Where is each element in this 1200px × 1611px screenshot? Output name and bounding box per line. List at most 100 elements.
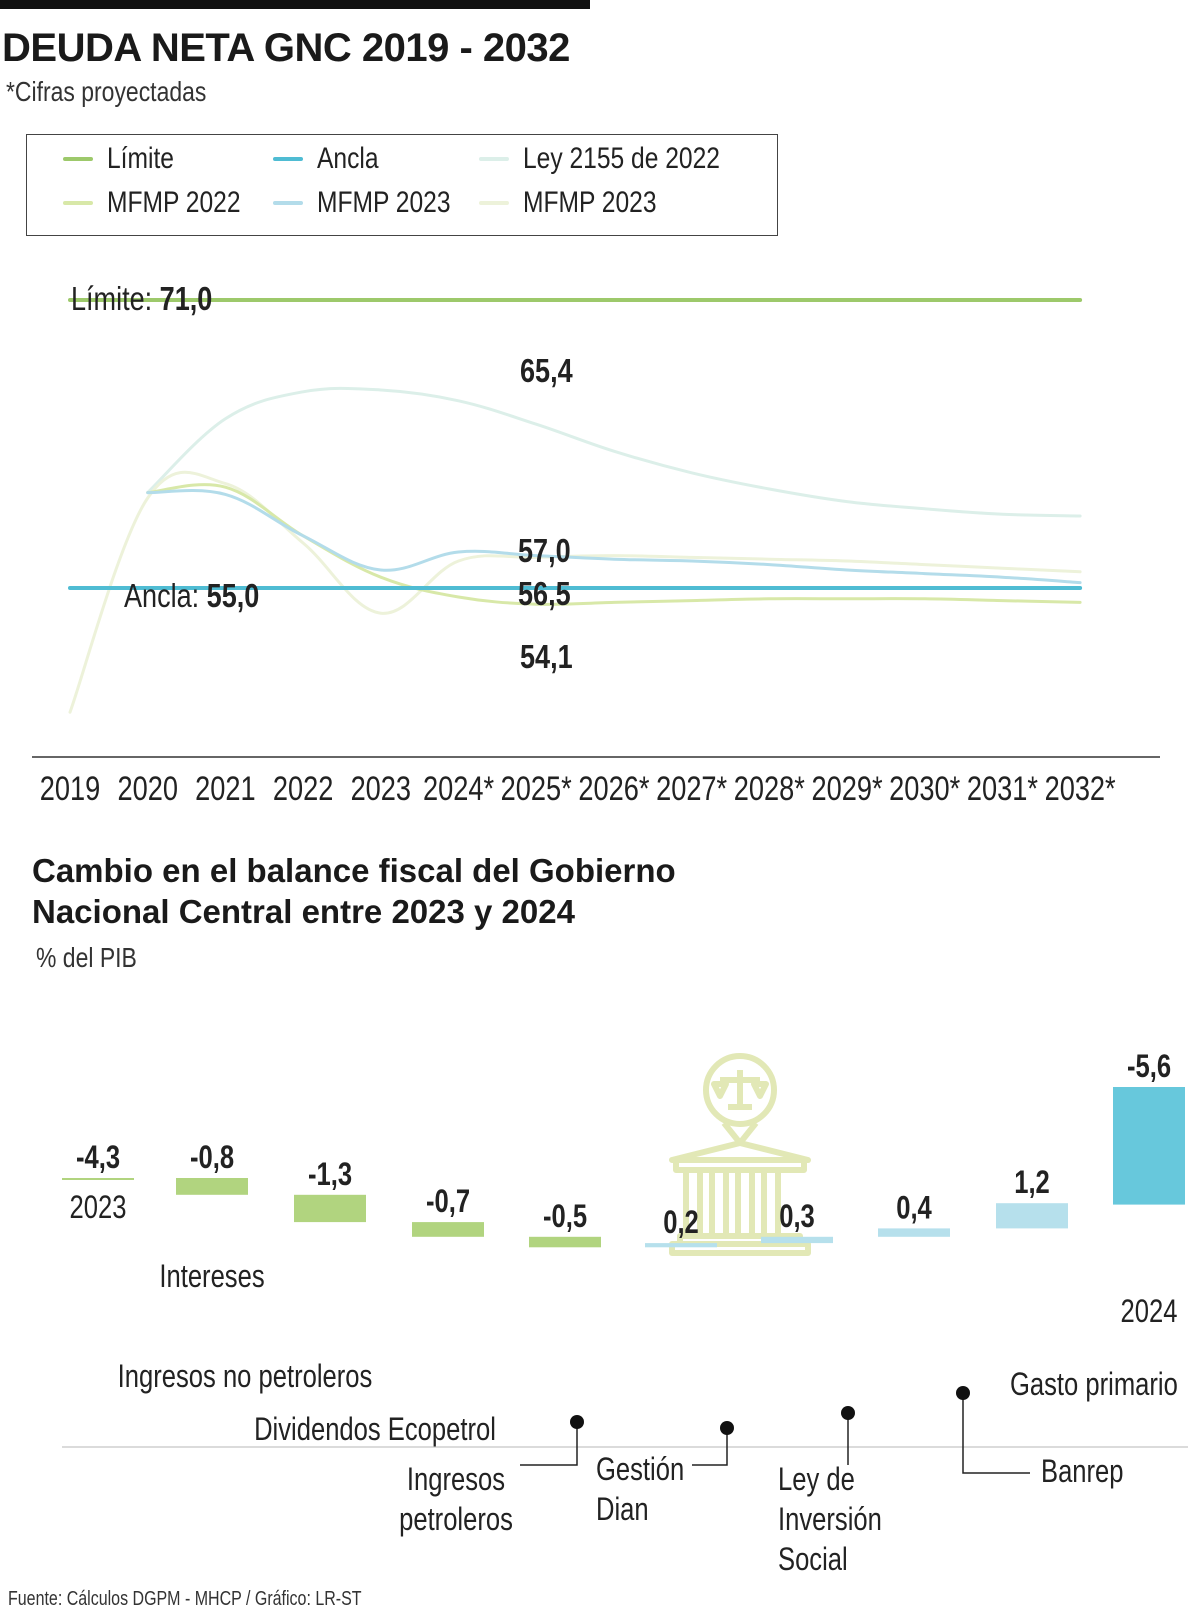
- leader-dot: [841, 1406, 855, 1420]
- annotation-value: 65,4: [520, 354, 573, 390]
- chart2-title: Cambio en el balance fiscal del Gobierno…: [32, 850, 792, 932]
- x-tick-label: 2031*: [967, 769, 1038, 808]
- chart2-title-line2: Nacional Central entre 2023 y 2024: [32, 893, 575, 930]
- x-tick-label: 2030*: [889, 769, 960, 808]
- legend-swatch: [63, 157, 93, 161]
- waterfall-bar: [761, 1236, 833, 1244]
- waterfall-bar: [878, 1228, 950, 1237]
- legend-swatch: [273, 201, 303, 205]
- waterfall-bar: [176, 1178, 248, 1195]
- legend-item-ley-2155: Ley 2155 de 2022: [479, 139, 763, 179]
- annotation-label: 65,4: [520, 354, 573, 390]
- legend-item-limite: Límite: [63, 139, 189, 179]
- leader-dot: [720, 1421, 734, 1435]
- legend-label: Límite: [107, 142, 174, 175]
- x-tick-label: 2020: [117, 769, 177, 808]
- annotation-value: 71,0: [160, 282, 213, 318]
- x-tick-label: 2023: [351, 769, 411, 808]
- category-label: Ingresos no petroleros: [118, 1359, 373, 1394]
- category-label: Ley de: [778, 1462, 855, 1497]
- leader-line: [692, 1428, 728, 1466]
- bar-value-label: -0,7: [426, 1184, 470, 1219]
- annotation-label: 56,5: [518, 577, 571, 613]
- bar-value-label: 0,4: [896, 1191, 932, 1226]
- category-label: 2023: [70, 1190, 127, 1225]
- category-label: Dividendos Ecopetrol: [254, 1412, 496, 1447]
- leader-dot: [956, 1386, 970, 1400]
- chart-legend: Límite Ancla Ley 2155 de 2022 MFMP 2022 …: [26, 134, 778, 236]
- leader-line: [962, 1393, 1030, 1474]
- legend-label: MFMP 2023: [523, 186, 657, 219]
- waterfall-bar: [412, 1222, 484, 1237]
- x-tick-label: 2019: [40, 769, 100, 808]
- annotation-label: 57,0: [518, 534, 571, 570]
- leader-line: [520, 1422, 578, 1466]
- legend-item-mfmp-2022: MFMP 2022: [63, 183, 270, 223]
- waterfall-bar: [529, 1236, 601, 1248]
- annotation-value: 55,0: [207, 579, 260, 615]
- bar-value-label: 1,2: [1014, 1166, 1050, 1201]
- series-line-4: [146, 489, 1082, 585]
- waterfall-bar: [294, 1194, 366, 1223]
- annotation-value: 56,5: [518, 577, 571, 613]
- x-tick-label: 2022: [273, 769, 333, 808]
- annotation-label: 54,1: [520, 640, 573, 676]
- annotation-prefix: Ancla:: [124, 579, 207, 615]
- chart-subtitle: *Cifras proyectadas: [6, 76, 207, 107]
- category-label: Intereses: [159, 1259, 264, 1294]
- x-tick-label: 2028*: [734, 769, 805, 808]
- x-tick-label: 2025*: [501, 769, 572, 808]
- x-tick-label: 2027*: [656, 769, 727, 808]
- series-line-2: [146, 386, 1082, 518]
- legend-swatch: [479, 201, 509, 205]
- waterfall-bar: [996, 1203, 1068, 1229]
- series-line-5: [68, 470, 1082, 714]
- category-label: petroleros: [399, 1502, 513, 1537]
- category-label: Gestión: [596, 1452, 684, 1487]
- waterfall-bar: [62, 1178, 134, 1180]
- x-tick-label: 2032*: [1045, 769, 1116, 808]
- chart2-title-line1: Cambio en el balance fiscal del Gobierno: [32, 852, 676, 889]
- bar-value-label: -4,3: [76, 1140, 120, 1175]
- top-accent-bar: [0, 0, 590, 9]
- annotation-label: Límite: 71,0: [71, 282, 212, 318]
- annotation-prefix: Límite:: [71, 282, 160, 318]
- legend-label: Ancla: [317, 142, 379, 175]
- category-label: 2024: [1121, 1294, 1178, 1329]
- x-tick-label: 2029*: [811, 769, 882, 808]
- annotation-value: 54,1: [520, 640, 573, 676]
- source-note: Fuente: Cálculos DGPM - MHCP / Gráfico: …: [8, 1588, 362, 1610]
- annotation-label: Ancla: 55,0: [124, 579, 259, 615]
- legend-item-ancla: Ancla: [273, 139, 392, 179]
- chart2-unit: % del PIB: [36, 942, 137, 973]
- category-label: Social: [778, 1542, 848, 1577]
- government-building-icon: [669, 1053, 811, 1256]
- x-tick-label: 2021: [195, 769, 255, 808]
- legend-item-mfmp-2023-a: MFMP 2023: [273, 183, 480, 223]
- x-tick-label: 2026*: [578, 769, 649, 808]
- annotation-value: 57,0: [518, 534, 571, 570]
- bar-value-label: 0,3: [779, 1199, 815, 1234]
- legend-label: Ley 2155 de 2022: [523, 142, 720, 175]
- legend-label: MFMP 2023: [317, 186, 451, 219]
- category-label: Gasto primario: [1010, 1367, 1178, 1402]
- category-label: Ingresos: [407, 1462, 505, 1497]
- category-label: Dian: [596, 1492, 649, 1527]
- fiscal-waterfall-chart: -4,3 -0,8 -1,3 -0,7 -0,5 0,2 0,3 0,4 1,2 -5,6 2023…: [62, 1049, 1188, 1578]
- bar-value-label: 0,2: [663, 1205, 699, 1240]
- bar-value-label: -0,8: [190, 1140, 234, 1175]
- category-label: Inversión: [778, 1502, 882, 1537]
- legend-swatch: [63, 201, 93, 205]
- legend-label: MFMP 2022: [107, 186, 241, 219]
- chart-title: DEUDA NETA GNC 2019 - 2032: [2, 26, 570, 70]
- leader-dot: [570, 1415, 584, 1429]
- waterfall-bar: [645, 1243, 717, 1248]
- x-tick-label: 2024*: [423, 769, 494, 808]
- category-label: Banrep: [1041, 1454, 1124, 1489]
- legend-swatch: [479, 157, 509, 161]
- legend-item-mfmp-2023-b: MFMP 2023: [479, 183, 686, 223]
- waterfall-bar: [1113, 1087, 1185, 1205]
- bar-value-label: -1,3: [308, 1157, 352, 1192]
- legend-swatch: [273, 157, 303, 161]
- bar-value-label: -0,5: [543, 1199, 587, 1234]
